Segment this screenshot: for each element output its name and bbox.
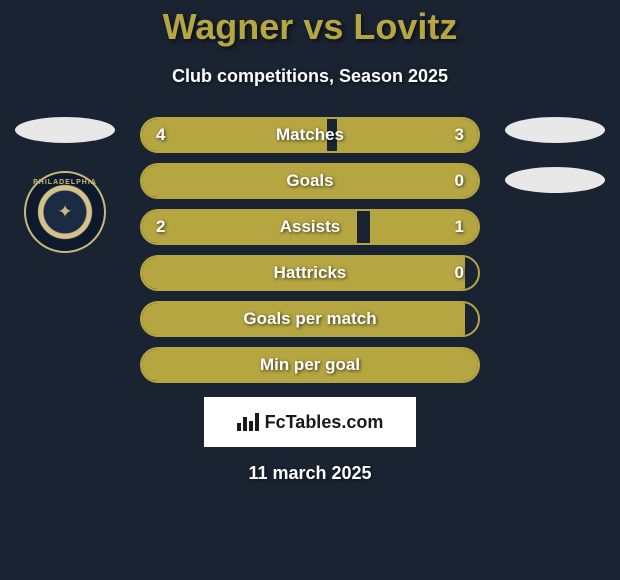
stat-row: 2Assists1 bbox=[140, 209, 480, 245]
stat-label: Assists bbox=[142, 217, 478, 237]
stat-row: 4Matches3 bbox=[140, 117, 480, 153]
stat-row: Hattricks0 bbox=[140, 255, 480, 291]
stat-label: Hattricks bbox=[142, 263, 478, 283]
right-team-placeholder-icon bbox=[505, 117, 605, 143]
footer-brand-badge: FcTables.com bbox=[204, 397, 416, 447]
left-team-column bbox=[10, 117, 120, 253]
stat-label: Matches bbox=[142, 125, 478, 145]
right-team-column bbox=[500, 117, 610, 193]
stat-label: Goals per match bbox=[142, 309, 478, 329]
footer-brand-text: FcTables.com bbox=[265, 412, 384, 433]
bar-chart-icon bbox=[237, 413, 259, 431]
stat-label: Min per goal bbox=[142, 355, 478, 375]
stat-row: Min per goal bbox=[140, 347, 480, 383]
stat-value-right: 1 bbox=[455, 217, 464, 237]
left-team-placeholder-icon bbox=[15, 117, 115, 143]
stat-row: Goals per match bbox=[140, 301, 480, 337]
stat-label: Goals bbox=[142, 171, 478, 191]
stat-value-right: 0 bbox=[455, 171, 464, 191]
page-title: Wagner vs Lovitz bbox=[0, 0, 620, 48]
stat-row: Goals0 bbox=[140, 163, 480, 199]
stat-value-right: 3 bbox=[455, 125, 464, 145]
date-text: 11 march 2025 bbox=[0, 463, 620, 484]
comparison-chart: 4Matches3Goals02Assists1Hattricks0Goals … bbox=[0, 117, 620, 383]
page-subtitle: Club competitions, Season 2025 bbox=[0, 66, 620, 87]
right-team-placeholder-icon bbox=[505, 167, 605, 193]
stat-bars: 4Matches3Goals02Assists1Hattricks0Goals … bbox=[140, 117, 480, 383]
stat-value-right: 0 bbox=[455, 263, 464, 283]
left-team-crest-icon bbox=[24, 171, 106, 253]
